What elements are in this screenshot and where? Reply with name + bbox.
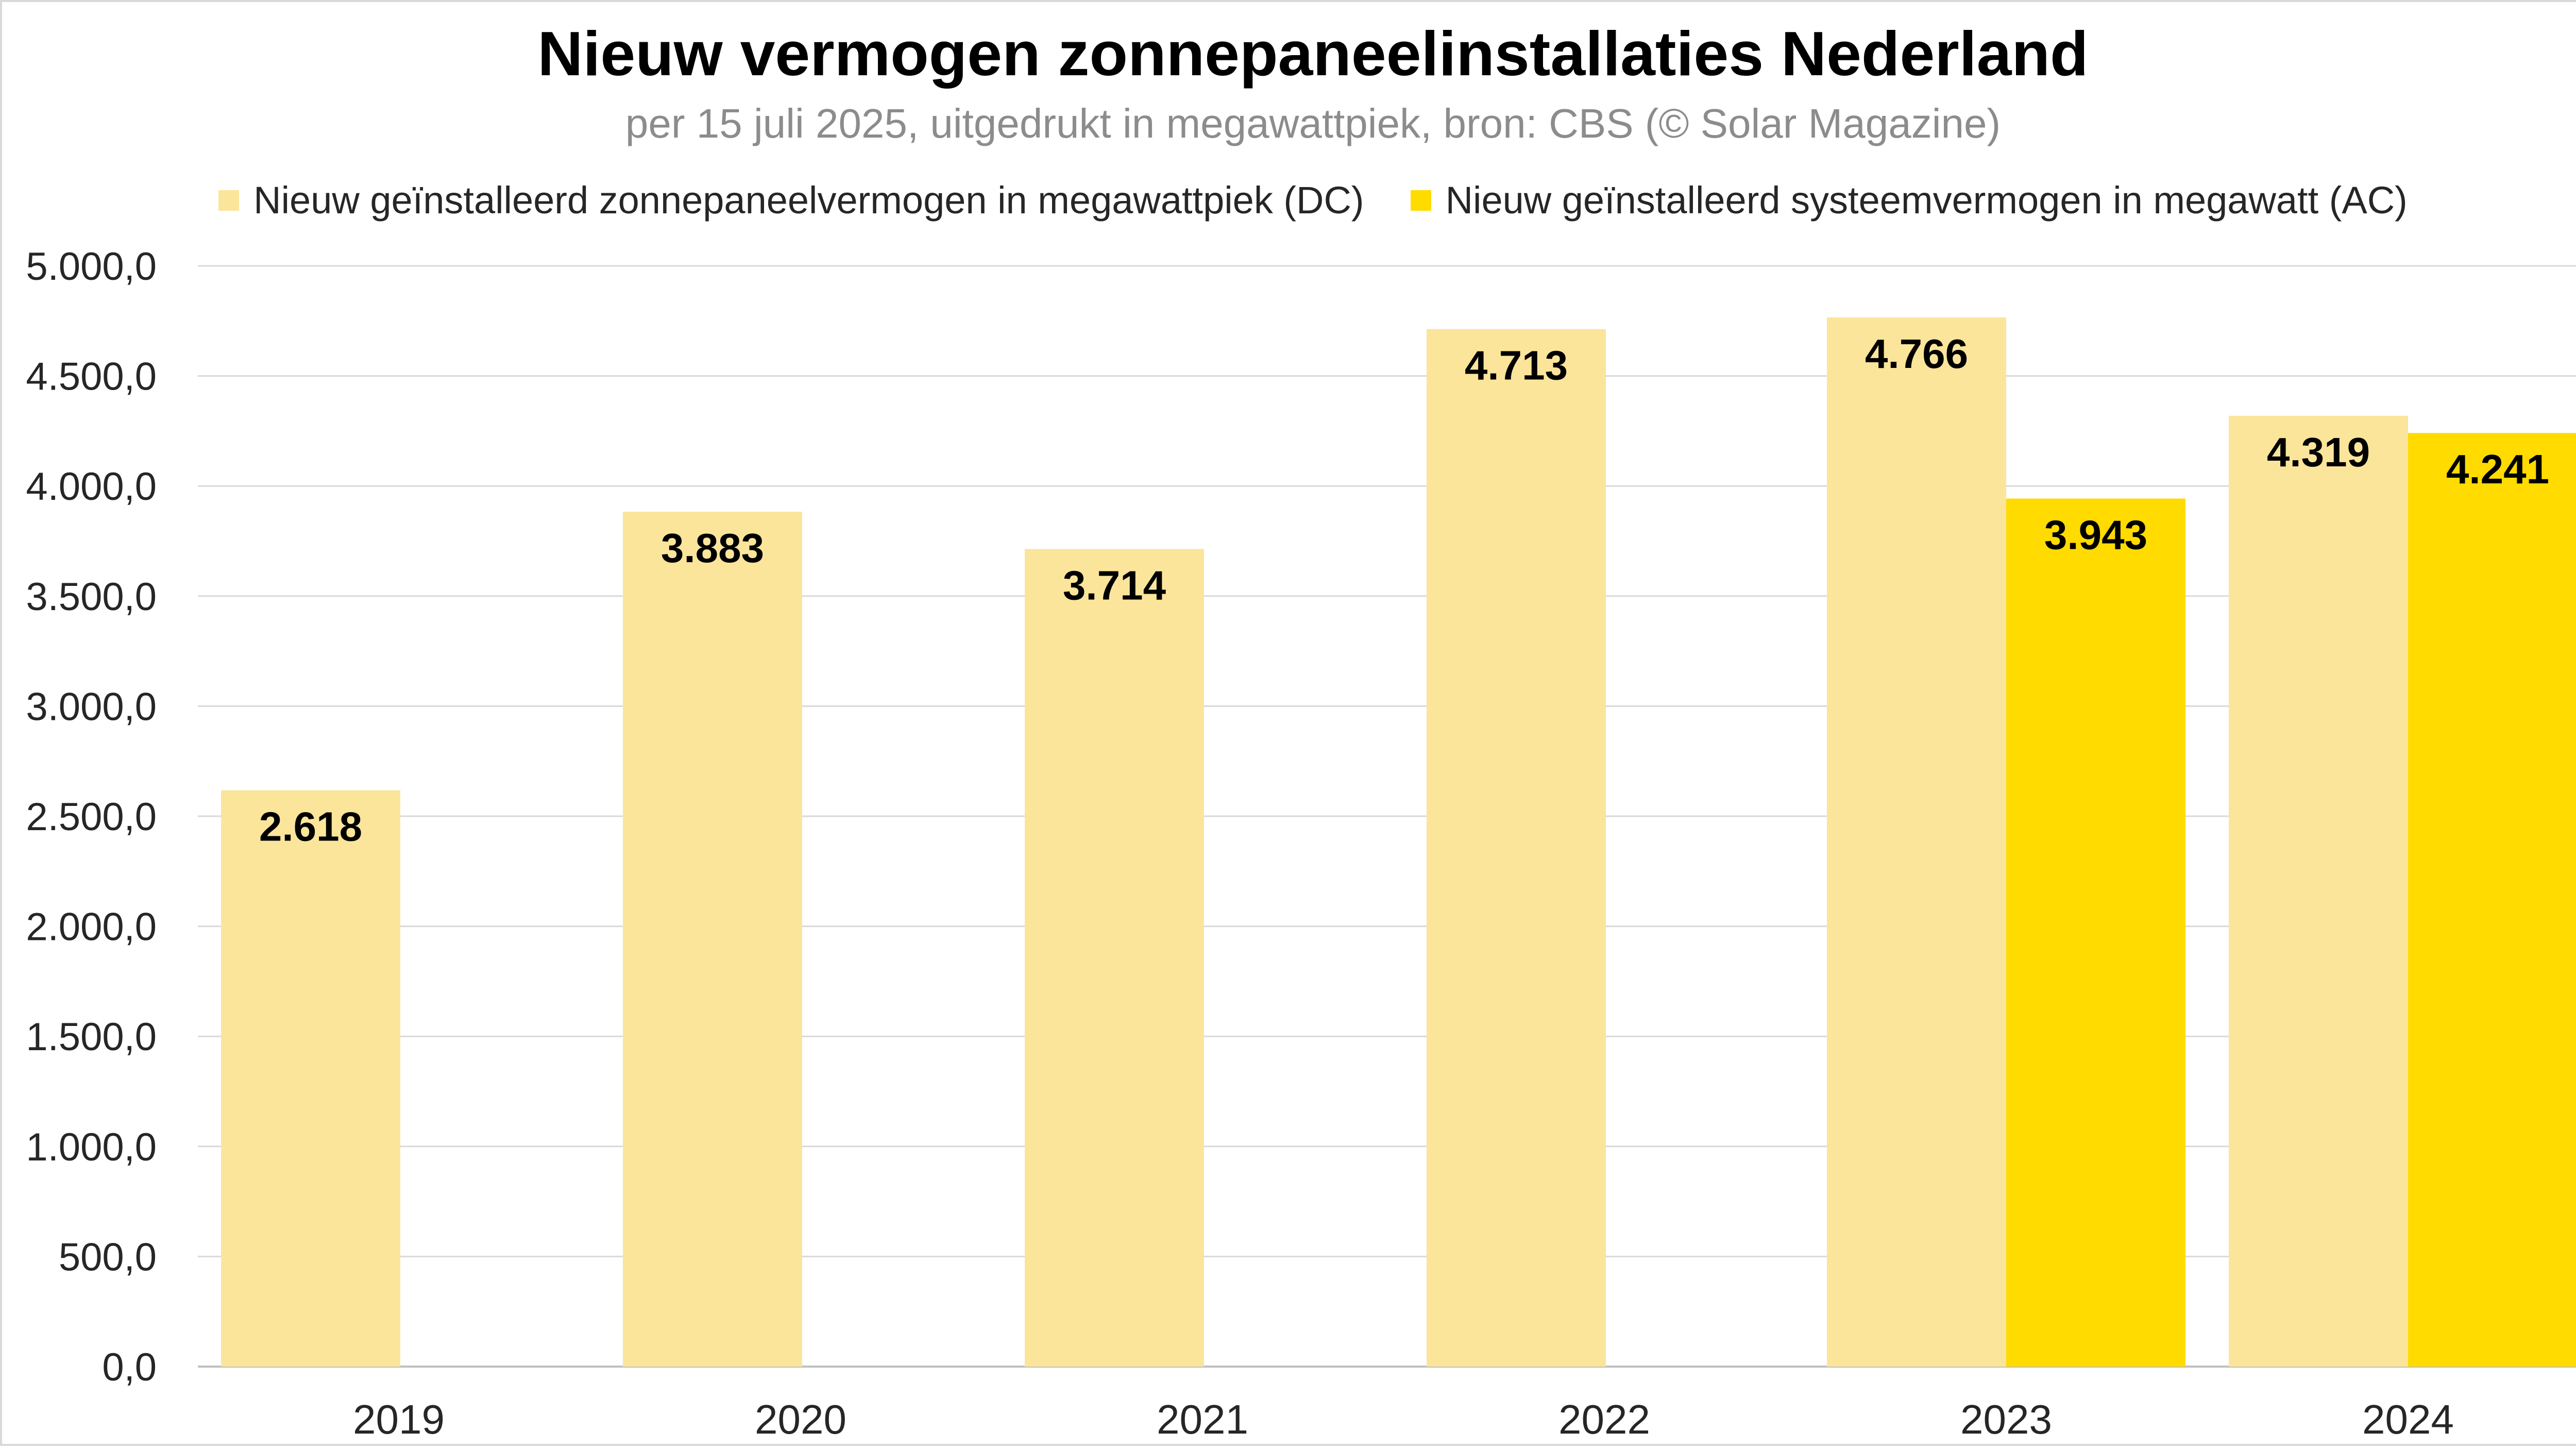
data-label: 2.618	[259, 804, 362, 850]
y-tick-label: 2.000,0	[26, 905, 157, 949]
bar-dc	[623, 512, 802, 1367]
data-label: 4.241	[2446, 446, 2549, 492]
data-label: 3.943	[2044, 512, 2147, 558]
data-label: 4.713	[1465, 343, 1568, 389]
chart-legend: Nieuw geïnstalleerd zonnepaneelvermogen …	[2, 178, 2576, 222]
legend-swatch-ac	[1410, 190, 1431, 211]
y-tick-label: 4.000,0	[26, 465, 157, 509]
chart-subtitle: per 15 juli 2025, uitgedrukt in megawatt…	[625, 100, 2001, 146]
bar-ac	[2006, 498, 2185, 1367]
y-tick-label: 2.500,0	[26, 795, 157, 839]
x-tick-label: 2021	[1157, 1396, 1248, 1442]
bar-dc	[1427, 329, 1606, 1367]
chart-title: Nieuw vermogen zonnepaneelinstallaties N…	[537, 19, 2089, 89]
data-label: 3.883	[661, 525, 764, 571]
data-label: 4.766	[1865, 331, 1968, 377]
y-tick-label: 1.000,0	[26, 1125, 157, 1169]
bar-dc	[2229, 415, 2408, 1367]
y-tick-label: 500,0	[59, 1235, 157, 1279]
bar-ac	[2408, 433, 2576, 1367]
x-tick-label: 2023	[1960, 1396, 2052, 1442]
y-tick-label: 5.000,0	[26, 245, 157, 289]
legend-label-dc: Nieuw geïnstalleerd zonnepaneelvermogen …	[253, 179, 1364, 222]
y-tick-label: 1.500,0	[26, 1015, 157, 1059]
x-tick-label: 2020	[755, 1396, 846, 1442]
y-tick-label: 3.500,0	[26, 575, 157, 619]
legend-label-ac: Nieuw geïnstalleerd systeemvermogen in m…	[1445, 179, 2408, 222]
legend-swatch-dc	[218, 190, 240, 211]
legend-item-dc: Nieuw geïnstalleerd zonnepaneelvermogen …	[218, 178, 1364, 222]
data-label: 4.319	[2267, 429, 2370, 475]
data-label: 3.714	[1063, 562, 1166, 608]
y-tick-label: 3.000,0	[26, 685, 157, 729]
y-tick-label: 0,0	[102, 1345, 157, 1389]
x-tick-label: 2022	[1558, 1396, 1650, 1442]
bar-dc	[1025, 549, 1204, 1367]
legend-item-ac: Nieuw geïnstalleerd systeemvermogen in m…	[1410, 178, 2408, 222]
x-tick-label: 2019	[353, 1396, 445, 1442]
x-tick-label: 2024	[2362, 1396, 2454, 1442]
y-tick-label: 4.500,0	[26, 355, 157, 399]
bar-dc	[1827, 317, 2006, 1367]
bar-dc	[221, 790, 400, 1367]
